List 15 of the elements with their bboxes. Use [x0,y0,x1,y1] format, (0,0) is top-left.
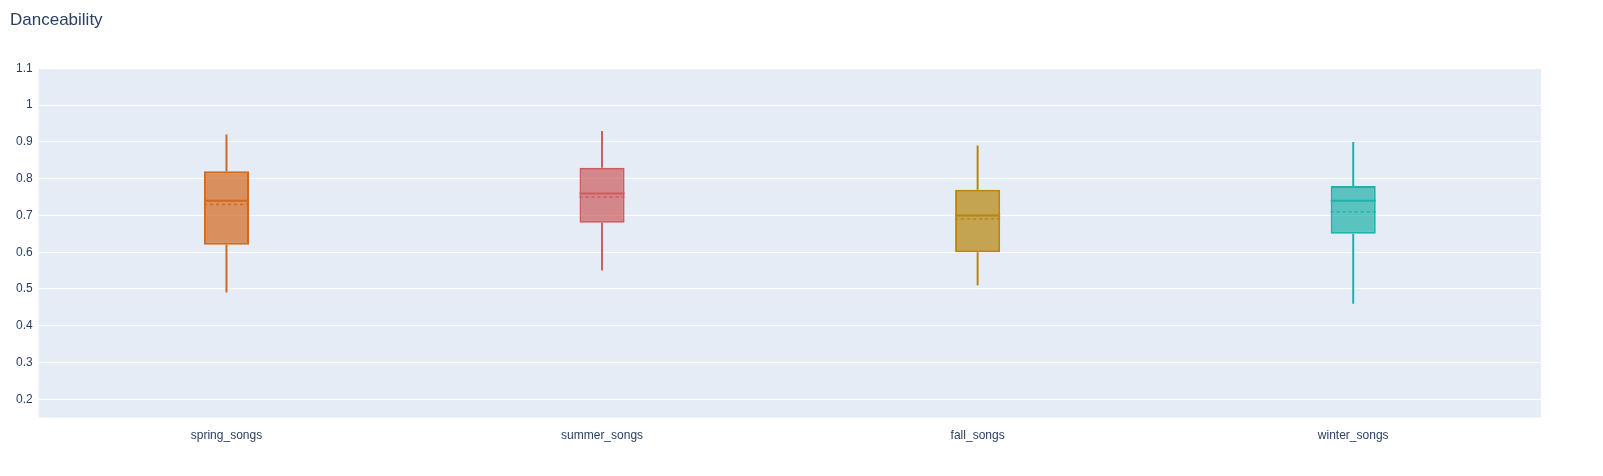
x-tick-label: winter_songs [1316,428,1389,443]
y-tick-label: 0.8 [15,170,33,185]
y-tick-label: 0.5 [15,281,33,296]
y-tick-label: 0.9 [15,134,33,149]
x-tick-label: summer_songs [561,428,644,443]
y-tick-label: 0.7 [15,207,33,222]
x-tick-label: spring_songs [190,428,263,443]
y-tick-label: 1 [25,97,33,112]
chart-title: Danceability [10,9,104,29]
y-tick-label: 0.2 [15,391,33,406]
y-tick-label: 0.4 [15,318,33,333]
y-tick-label: 1.1 [15,60,33,75]
x-tick-label: fall_songs [950,428,1005,443]
y-tick-label: 0.3 [15,354,33,369]
y-tick-label: 0.6 [15,244,33,259]
